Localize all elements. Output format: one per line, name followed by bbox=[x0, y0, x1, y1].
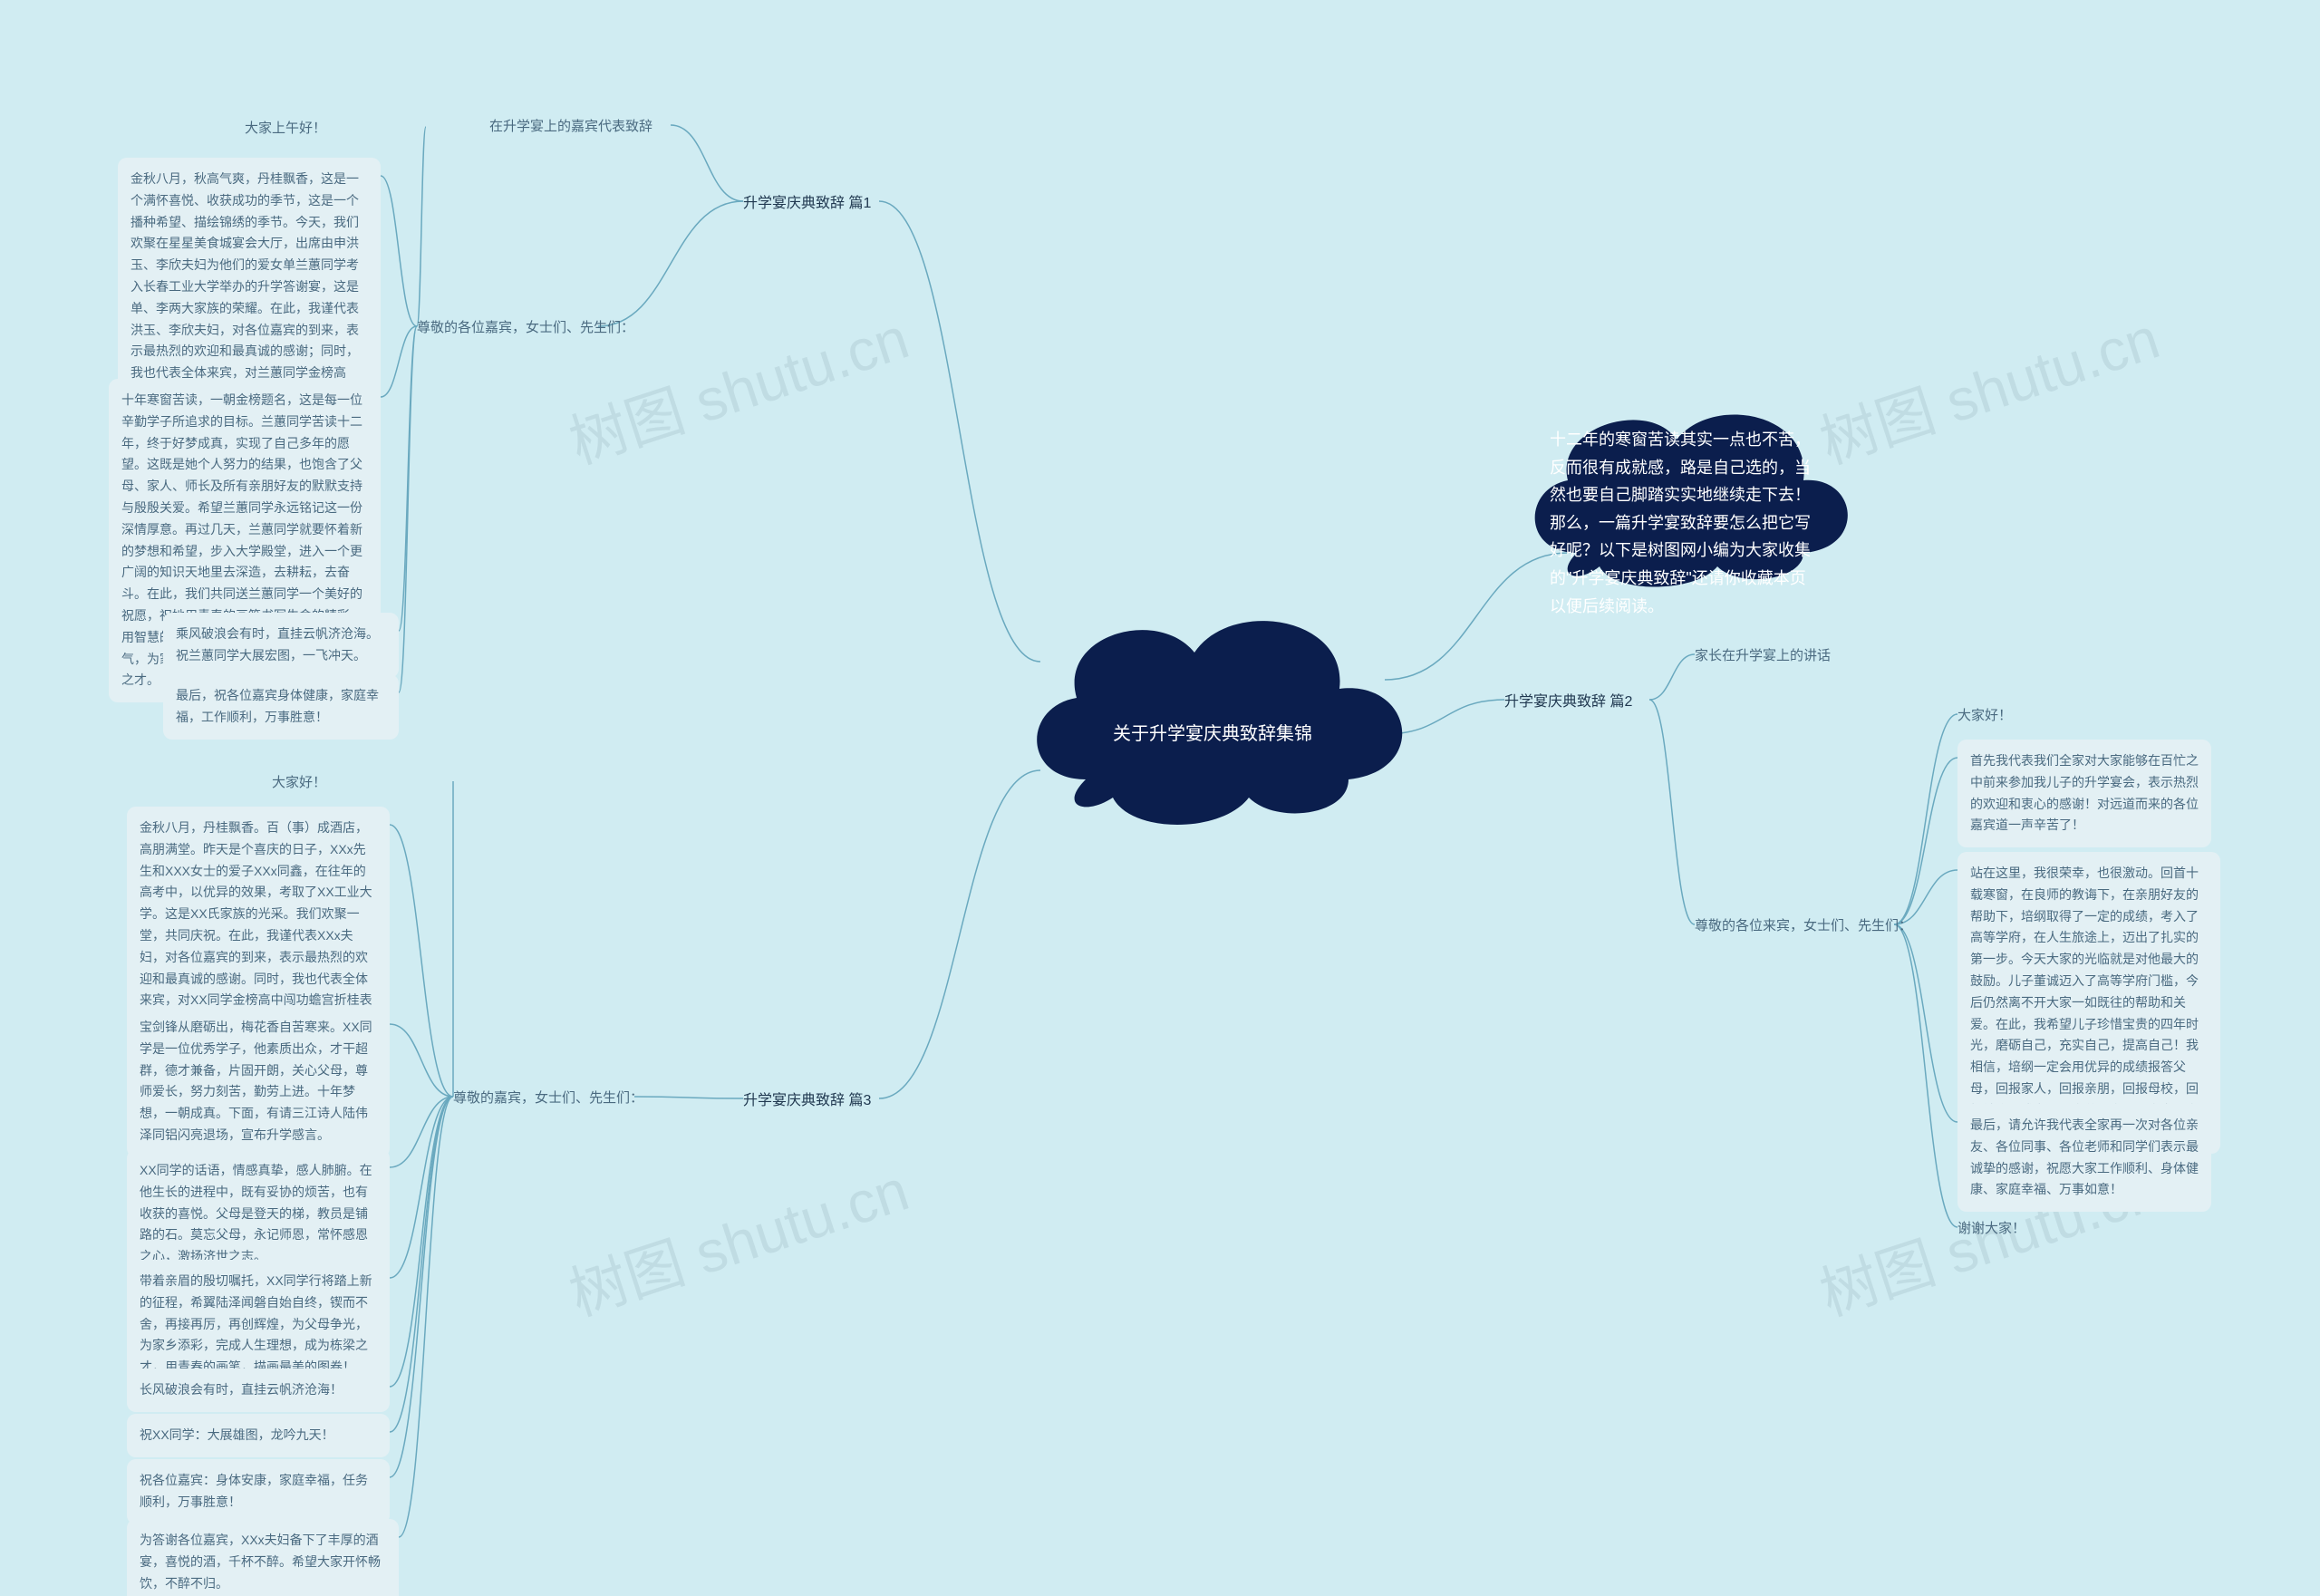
paragraph-box: 祝各位嘉宾：身体安康，家庭幸福，任务顺利，万事胜意！ bbox=[127, 1459, 390, 1524]
leaf-text: 大家好！ bbox=[272, 772, 326, 791]
paragraph-box: 长风破浪会有时，直挂云帆济沧海！ bbox=[127, 1369, 390, 1412]
watermark: 树图 shutu.cn bbox=[1808, 292, 2168, 479]
paragraph-box: 乘风破浪会有时，直挂云帆济沧海。祝兰蕙同学大展宏图，一飞冲天。 bbox=[163, 613, 399, 678]
intro-cloud: 十二年的寒窗苦读其实一点也不苦，反而很有成就感，路是自己选的，当然也要自己脚踏实… bbox=[1513, 390, 1858, 598]
paragraph-box: 最后，请允许我代表全家再一次对各位亲友、各位同事、各位老师和同学们表示最诚挚的感… bbox=[1958, 1104, 2211, 1212]
center-topic: 关于升学宴庆典致辞集锦 bbox=[1004, 589, 1421, 843]
paragraph-box: 首先我代表我们全家对大家能够在百忙之中前来参加我儿子的升学宴会，表示热烈的欢迎和… bbox=[1958, 740, 2211, 847]
leaf-text: 在升学宴上的嘉宾代表致辞 bbox=[489, 116, 652, 135]
paragraph-box: 为答谢各位嘉宾，XXx夫妇备下了丰厚的酒宴，喜悦的酒，千杯不醉。希望大家开怀畅饮… bbox=[127, 1519, 399, 1596]
branch-label: 升学宴庆典致辞 篇2 bbox=[1504, 689, 1632, 711]
leaf-text: 大家好！ bbox=[1958, 705, 2012, 724]
paragraph-box: 宝剑锋从磨砺出，梅花香自苦寒来。XX同学是一位优秀学子，他素质出众，才干超群，德… bbox=[127, 1006, 390, 1157]
branch-label: 升学宴庆典致辞 篇3 bbox=[743, 1088, 871, 1109]
sub-heading: 尊敬的各位嘉宾，女士们、先生们： bbox=[417, 317, 634, 336]
mindmap-canvas: 树图 shutu.cn树图 shutu.cn树图 shutu.cn树图 shut… bbox=[0, 0, 2320, 1596]
branch-label: 升学宴庆典致辞 篇1 bbox=[743, 190, 871, 212]
leaf-text: 谢谢大家！ bbox=[1958, 1218, 2025, 1237]
center-title: 关于升学宴庆典致辞集锦 bbox=[1077, 720, 1348, 749]
leaf-text: 大家上午好！ bbox=[245, 118, 326, 137]
paragraph-box: 祝XX同学：大展雄图，龙吟九天！ bbox=[127, 1414, 390, 1457]
leaf-text: 家长在升学宴上的讲话 bbox=[1695, 645, 1831, 664]
watermark: 树图 shutu.cn bbox=[557, 1144, 917, 1331]
intro-text: 十二年的寒窗苦读其实一点也不苦，反而很有成就感，路是自己选的，当然也要自己脚踏实… bbox=[1550, 426, 1822, 620]
sub-heading: 尊敬的嘉宾，女士们、先生们： bbox=[453, 1088, 643, 1107]
paragraph-box: 最后，祝各位嘉宾身体健康，家庭幸福，工作顺利，万事胜意！ bbox=[163, 674, 399, 740]
sub-heading: 尊敬的各位来宾，女士们、先生们： bbox=[1695, 915, 1912, 934]
